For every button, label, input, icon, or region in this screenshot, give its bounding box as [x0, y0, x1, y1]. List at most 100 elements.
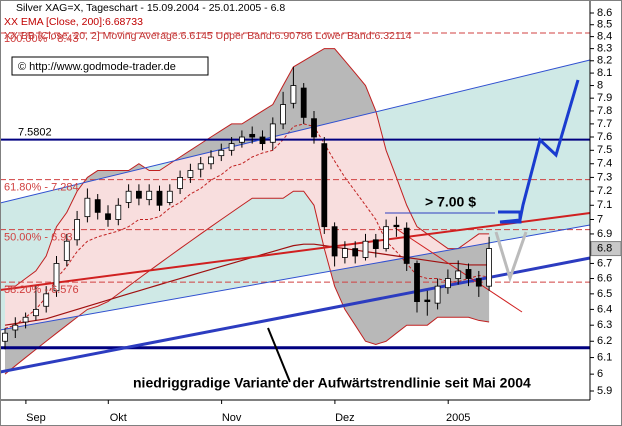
candle-body: [311, 118, 317, 138]
y-tick-label: 7.6: [597, 131, 612, 143]
candle-body: [424, 299, 431, 302]
candle-body: [269, 123, 276, 143]
pointer-line: [267, 327, 291, 383]
candle-body: [94, 199, 101, 213]
y-tick-label: 8: [597, 79, 603, 91]
fib-label: 100.00% - 8.43: [4, 33, 79, 45]
candle-body: [331, 226, 338, 257]
candle-body: [135, 190, 142, 199]
candle-body: [238, 136, 245, 143]
y-tick-label: 7.4: [597, 158, 612, 170]
candle-body: [146, 190, 153, 201]
candle-body: [12, 324, 19, 331]
annotation: niedriggradige Variante der Aufwärtstren…: [133, 375, 531, 391]
candle-body: [115, 204, 122, 220]
fib-label: 61.80% - 7.284: [4, 182, 79, 194]
candle-body: [486, 248, 493, 287]
ema-label: XX EMA [Close, 200]:6.68733: [4, 16, 143, 28]
candle-body: [362, 240, 369, 258]
candle-body: [166, 190, 173, 203]
candle-body: [33, 308, 39, 317]
y-tick-label: 6.2: [597, 335, 612, 347]
y-tick-label: 6.5: [597, 288, 612, 300]
band-middle: [4, 123, 490, 329]
channel-lower-line: [0, 224, 591, 331]
y-tick-label: 7.1: [597, 199, 612, 211]
candle-body: [434, 285, 441, 304]
candle-body: [228, 143, 235, 151]
scenario-arrow: [498, 79, 580, 224]
y-tick-label: 8.2: [597, 55, 612, 67]
y-tick-label: 8.6: [597, 7, 612, 19]
candle-body: [177, 177, 184, 189]
candle-body: [2, 332, 8, 342]
last-price-box: [590, 241, 622, 257]
y-tick-label: 6.9: [597, 228, 612, 240]
candle-body: [403, 227, 410, 264]
upper-trendline: [0, 59, 591, 204]
fib-label: 38.20% - 6.576: [4, 284, 79, 296]
candle-body: [84, 197, 91, 218]
candle-body: [218, 149, 225, 157]
candle-body: [321, 143, 328, 228]
candle-body: [455, 270, 462, 279]
y-tick-label: 6: [597, 368, 603, 380]
candle-body: [259, 136, 266, 145]
y-tick-label: 7.2: [597, 185, 612, 197]
candle-body: [22, 316, 29, 323]
candle-body: [105, 213, 111, 220]
candle-body: [444, 278, 451, 289]
annotation: > 7.00 $: [425, 194, 476, 210]
y-tick-label: 6.3: [597, 319, 612, 331]
y-tick-label: 8.1: [597, 67, 612, 79]
x-tick-label: Okt: [110, 412, 127, 424]
candle-body: [341, 248, 348, 258]
candle-body: [352, 248, 359, 257]
y-tick-label: 7.5: [597, 144, 612, 156]
candle-body: [74, 219, 80, 241]
candle-body: [300, 87, 307, 118]
y-tick-label: 8.5: [597, 19, 612, 31]
y-tick-label: 6.7: [597, 257, 612, 269]
y-tick-label: 8.4: [597, 31, 612, 43]
candle-body: [383, 226, 390, 249]
candle-body: [53, 263, 60, 292]
candle-body: [208, 156, 214, 165]
x-tick-label: Sep: [26, 412, 46, 424]
source: © http://www.godmode-trader.de: [18, 61, 176, 73]
y-tick-label: 6.1: [597, 351, 612, 363]
candle-body: [465, 269, 472, 279]
y-tick-label: 6.4: [597, 303, 612, 315]
y-tick-label: 8.3: [597, 43, 612, 55]
level-label: 7.5802: [18, 127, 52, 139]
y-tick-label: 7.3: [597, 171, 612, 183]
chart-title: Silver XAG=X, Tageschart - 15.09.2004 - …: [16, 2, 285, 14]
candle-body: [372, 239, 379, 249]
candle-body: [393, 224, 400, 228]
band-lower: [4, 190, 490, 375]
y-tick-label: 6.6: [597, 272, 612, 284]
candle-body: [290, 85, 297, 104]
axis-strip: [590, 0, 622, 426]
candle-body: [475, 278, 482, 287]
x-tick-label: Nov: [222, 412, 242, 424]
bb-label: XX BB [Close, 20, 2] Moving Average:6.61…: [4, 30, 412, 42]
y-tick-label: 7.8: [597, 105, 612, 117]
candle-body: [187, 170, 194, 178]
candle-body: [63, 240, 70, 261]
x-tick-label: Dez: [335, 412, 355, 424]
y-tick-label: 7: [597, 213, 603, 225]
y-tick-label: 7.9: [597, 92, 612, 104]
red-trendline: [0, 212, 591, 291]
candle-body: [125, 190, 132, 203]
candle-body: [414, 263, 420, 302]
source-box: [11, 56, 209, 76]
scenario-v: [494, 231, 528, 283]
candle-body: [197, 163, 204, 170]
y-tick-label: 7.7: [597, 118, 612, 130]
band-layer: [5, 48, 490, 375]
last-price: 6.8: [597, 242, 612, 254]
x-tick-label: 2005: [446, 412, 470, 424]
candle-body: [156, 190, 163, 206]
